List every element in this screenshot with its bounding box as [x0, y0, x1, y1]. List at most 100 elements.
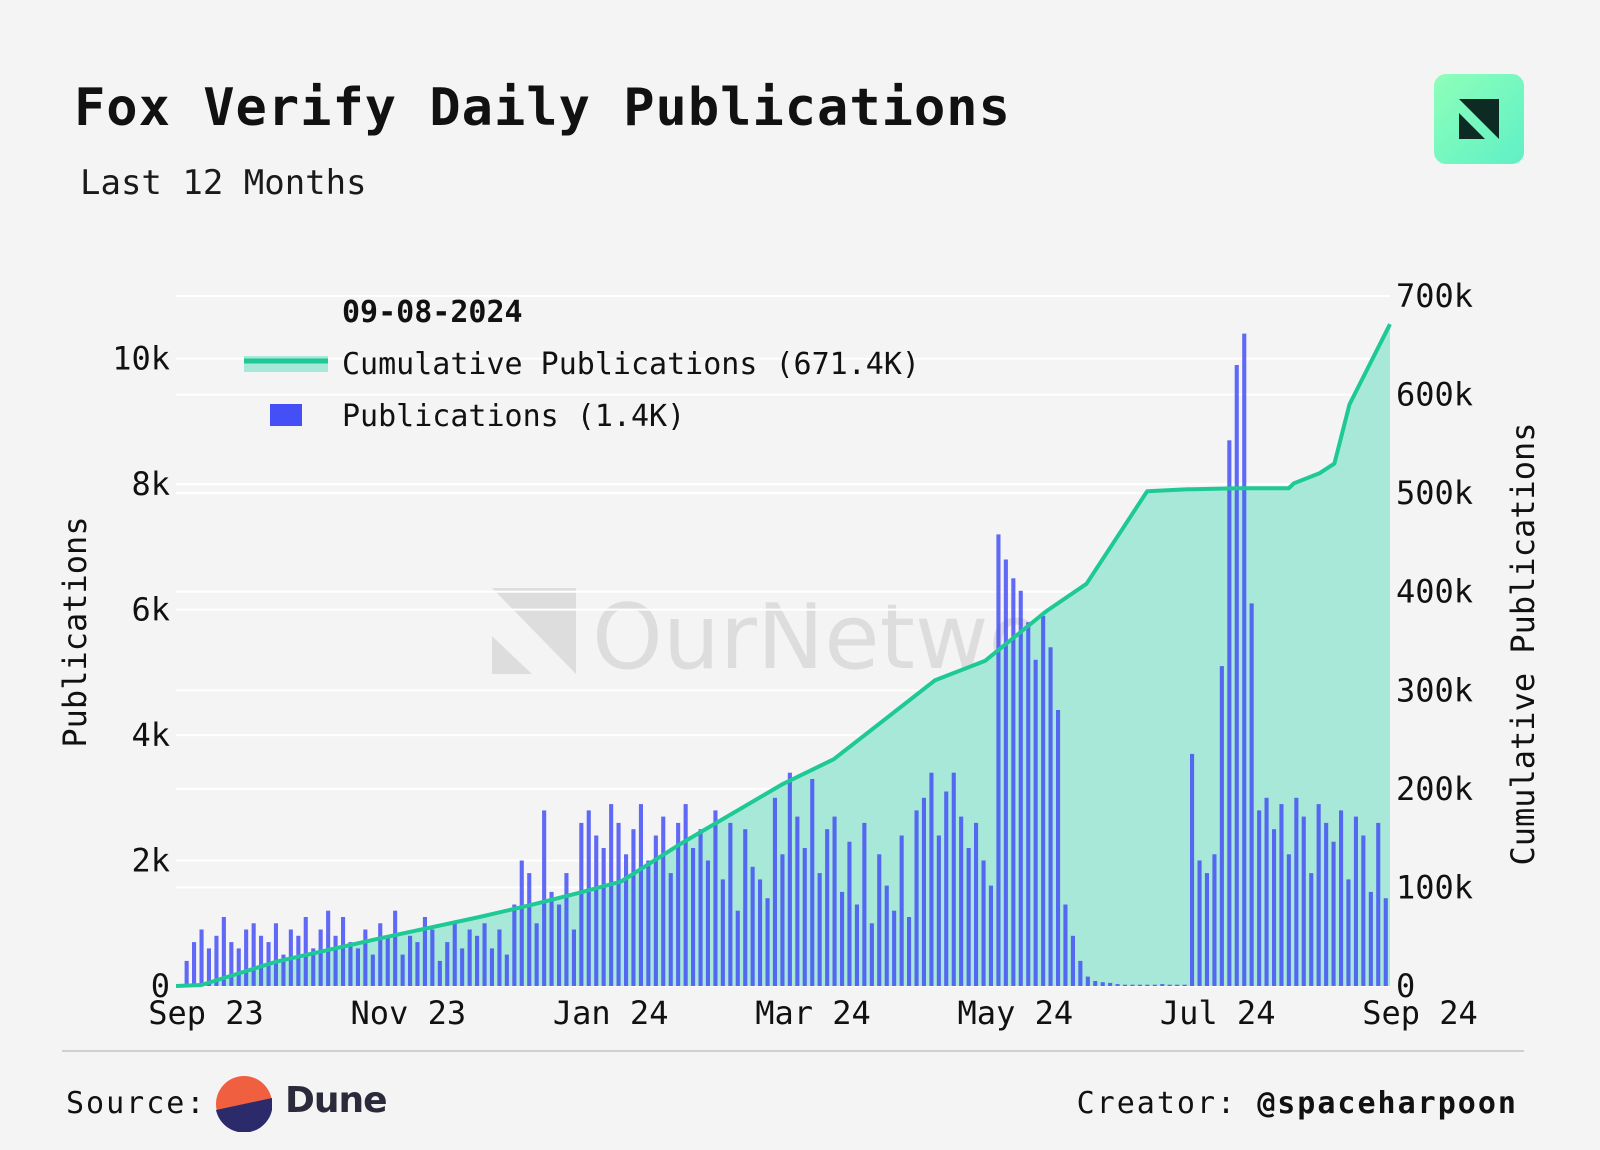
- bar: [1011, 578, 1016, 986]
- bar: [333, 935, 338, 986]
- bar: [281, 954, 286, 986]
- ournetwork-logo-icon: [1434, 74, 1524, 164]
- bar: [1093, 981, 1098, 986]
- legend-line-swatch: [244, 356, 328, 372]
- bar: [400, 954, 405, 986]
- y2-tick-label: 500k: [1396, 474, 1473, 512]
- source-name: Dune: [285, 1080, 388, 1121]
- legend-bar-swatch: [270, 404, 302, 426]
- bar: [1145, 984, 1150, 986]
- bar: [758, 879, 763, 986]
- bar: [259, 935, 264, 986]
- bar: [1175, 984, 1180, 986]
- creator-label: Creator:: [1076, 1086, 1238, 1121]
- bar: [661, 816, 666, 986]
- bar: [713, 810, 718, 986]
- y2-tick-label: 100k: [1396, 868, 1473, 906]
- bar: [1152, 984, 1157, 986]
- bar: [1048, 647, 1053, 986]
- bar: [236, 948, 241, 986]
- bar: [974, 822, 979, 986]
- bar: [1167, 984, 1172, 986]
- bar: [728, 822, 733, 986]
- bar: [802, 848, 807, 986]
- bar: [1227, 440, 1232, 986]
- bar: [1212, 854, 1217, 986]
- bar: [318, 929, 323, 986]
- bar: [557, 904, 562, 986]
- bar: [1123, 984, 1128, 986]
- y2-tick-label: 600k: [1396, 376, 1473, 414]
- bar: [184, 960, 189, 986]
- bar: [385, 935, 390, 986]
- bar: [750, 866, 755, 986]
- bar: [452, 923, 457, 986]
- bar: [862, 822, 867, 986]
- x-tick-label: Nov 23: [351, 994, 467, 1032]
- bar: [1018, 590, 1023, 986]
- bar: [579, 822, 584, 986]
- bar: [810, 779, 815, 986]
- bar: [616, 822, 621, 986]
- bar: [296, 935, 301, 986]
- bar: [571, 929, 576, 986]
- legend-date: 09-08-2024: [342, 295, 523, 330]
- bar: [1078, 960, 1083, 986]
- bar: [1137, 984, 1142, 986]
- bar: [1234, 365, 1239, 986]
- bar: [840, 891, 845, 986]
- bar: [951, 772, 956, 986]
- bar: [437, 960, 442, 986]
- y-tick-label: 4k: [131, 716, 170, 754]
- left-axis-label: Publications: [56, 516, 94, 747]
- bar: [601, 848, 606, 986]
- bar: [959, 816, 964, 986]
- bar: [1160, 984, 1165, 986]
- bar: [1100, 982, 1105, 986]
- bar: [303, 917, 308, 986]
- bar: [1309, 873, 1314, 986]
- bar: [1190, 753, 1195, 986]
- bar: [534, 923, 539, 986]
- creator-handle[interactable]: @spaceharpoon: [1257, 1086, 1518, 1121]
- bar: [192, 942, 197, 986]
- bar: [1197, 860, 1202, 986]
- bar: [497, 929, 502, 986]
- bar: [1130, 984, 1135, 986]
- right-axis-ticks: 0 100k 200k 300k 400k 500k 600k 700k: [1396, 277, 1473, 1005]
- dune-logo-icon: [216, 1076, 272, 1132]
- bar: [460, 948, 465, 986]
- bar: [929, 772, 934, 986]
- bar: [229, 942, 234, 986]
- bar: [638, 804, 643, 986]
- bar: [1115, 984, 1120, 986]
- bar: [653, 835, 658, 986]
- bar: [519, 860, 524, 986]
- bar: [1353, 816, 1358, 986]
- y-tick-label: 0: [151, 967, 170, 1005]
- bar: [877, 854, 882, 986]
- bar: [251, 923, 256, 986]
- bar: [795, 816, 800, 986]
- bar: [988, 885, 993, 986]
- bar: [1279, 804, 1284, 986]
- bar: [705, 860, 710, 986]
- bar: [668, 873, 673, 986]
- bar: [1301, 816, 1306, 986]
- bar: [273, 923, 278, 986]
- y-tick-label: 2k: [131, 842, 170, 880]
- bar: [936, 835, 941, 986]
- bar: [1324, 822, 1329, 986]
- left-axis-ticks: 0 2k 4k 6k 8k 10k: [112, 340, 170, 1005]
- bar: [825, 829, 830, 986]
- bar: [1108, 982, 1113, 986]
- bar: [907, 917, 912, 986]
- y-tick-label: 6k: [131, 591, 170, 629]
- bar: [415, 942, 420, 986]
- bar: [393, 910, 398, 986]
- bar: [765, 898, 770, 986]
- bar: [1085, 976, 1090, 986]
- chart-subtitle: Last 12 Months: [80, 163, 367, 203]
- x-tick-label: Sep 24: [1362, 994, 1478, 1032]
- bar: [489, 948, 494, 986]
